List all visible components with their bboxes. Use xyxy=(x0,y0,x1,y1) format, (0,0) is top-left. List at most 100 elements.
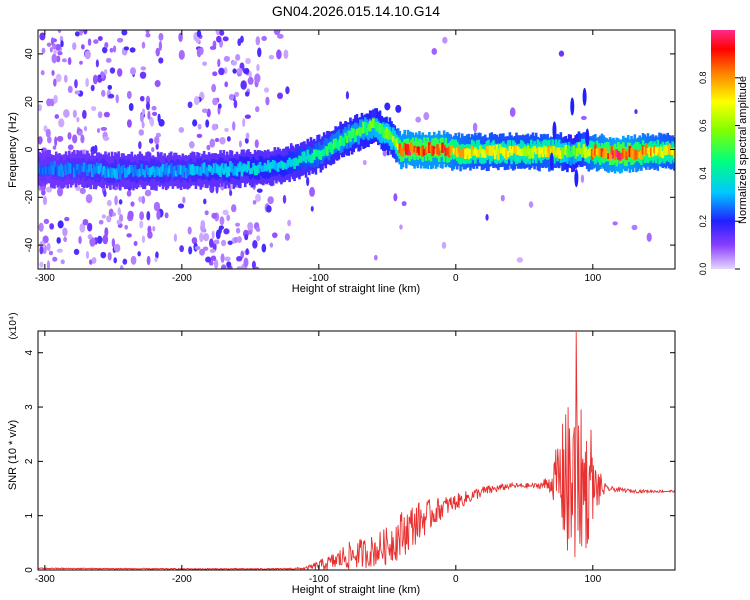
heatmap-cell xyxy=(202,61,207,66)
heatmap-cell xyxy=(38,137,42,145)
heatmap-cell xyxy=(620,152,623,160)
heatmap-cell xyxy=(631,224,638,231)
heatmap-cell xyxy=(39,261,44,268)
heatmap-cell xyxy=(551,146,554,158)
heatmap-cell xyxy=(102,136,110,141)
heatmap-cell xyxy=(447,146,451,158)
x-tick-label: 100 xyxy=(584,273,601,284)
heatmap-cell xyxy=(546,149,549,158)
heatmap-cell xyxy=(559,150,563,159)
heatmap-cell xyxy=(83,30,88,35)
heatmap-cell xyxy=(252,162,255,171)
heatmap-cell xyxy=(63,236,67,243)
heatmap-cell xyxy=(60,259,65,265)
heatmap-cell xyxy=(62,227,68,237)
snr-x-label: Height of straight line (km) xyxy=(292,584,420,596)
heatmap-cell xyxy=(161,164,165,184)
heatmap-cell xyxy=(90,84,95,92)
x-tick-label: -100 xyxy=(309,574,329,585)
heatmap-cell xyxy=(217,103,222,109)
heatmap-cell xyxy=(81,166,84,173)
heatmap-cell xyxy=(255,166,259,176)
heatmap-cell xyxy=(513,145,517,153)
heatmap-cell xyxy=(228,93,235,101)
heatmap-cell xyxy=(133,165,137,173)
heatmap-cell xyxy=(552,121,557,140)
heatmap-cell xyxy=(385,127,388,139)
heatmap-cell xyxy=(68,163,71,175)
snr-x-axis: -300 -200 -100 0 100 xyxy=(35,331,602,585)
heatmap-cell xyxy=(48,250,54,256)
heatmap-cell xyxy=(349,131,352,142)
heatmap-cell xyxy=(120,264,124,269)
heatmap-cell xyxy=(145,32,151,38)
heatmap-cell xyxy=(38,156,42,176)
heatmap-cell xyxy=(526,145,530,155)
heatmap-cell xyxy=(69,163,73,174)
colorbar-tick-label: 0.8 xyxy=(698,72,708,85)
heatmap-cell xyxy=(224,127,229,133)
heatmap-cell xyxy=(191,164,194,176)
heatmap-cell xyxy=(140,163,143,175)
heatmap-cell xyxy=(139,211,145,221)
heatmap-cell xyxy=(53,160,56,172)
heatmap-cell xyxy=(42,235,49,244)
heatmap-cell xyxy=(114,159,117,179)
heatmap-cell xyxy=(212,97,219,106)
heatmap-cell xyxy=(215,164,219,174)
heatmap-cell xyxy=(179,245,184,253)
heatmap-cell xyxy=(209,166,213,173)
heatmap-cell xyxy=(263,162,267,172)
heatmap-cell xyxy=(390,130,393,150)
heatmap-cell xyxy=(299,156,303,163)
heatmap-cell xyxy=(462,147,466,159)
heatmap-cell xyxy=(73,248,80,256)
heatmap-cell xyxy=(148,168,152,177)
heatmap-cell xyxy=(659,146,663,157)
heatmap-cell xyxy=(252,240,258,249)
heatmap-cell xyxy=(237,38,242,47)
heatmap-cell xyxy=(625,151,628,161)
heatmap-cell xyxy=(51,165,55,175)
heatmap-cell xyxy=(225,166,229,178)
heatmap-cell xyxy=(97,36,103,41)
heatmap-cell xyxy=(211,230,215,240)
heatmap-cell xyxy=(595,148,599,156)
heatmap-cell xyxy=(419,147,423,156)
heatmap-cell xyxy=(183,165,186,173)
heatmap-cell xyxy=(270,161,273,169)
heatmap-cell xyxy=(84,164,88,173)
heatmap-cell xyxy=(506,151,510,158)
heatmap-cell xyxy=(439,144,443,151)
heatmap-cell xyxy=(140,66,147,71)
heatmap-cell xyxy=(415,116,422,123)
heatmap-cell xyxy=(314,149,318,157)
heatmap-cell xyxy=(118,199,123,205)
heatmap-cell xyxy=(203,198,207,205)
heatmap-cell xyxy=(55,43,62,51)
heatmap-cell xyxy=(96,235,103,245)
heatmap-cell xyxy=(236,236,242,244)
heatmap-cell xyxy=(469,148,472,159)
heatmap-cell xyxy=(137,251,141,257)
heatmap-cell xyxy=(141,121,145,129)
heatmap-cell xyxy=(393,193,398,202)
heatmap-cell xyxy=(151,147,155,153)
heatmap-cell xyxy=(211,123,218,131)
heatmap-cell xyxy=(243,257,249,268)
heatmap-cell xyxy=(525,148,528,157)
heatmap-cell xyxy=(649,147,653,157)
heatmap-cell xyxy=(117,207,121,216)
heatmap-cell xyxy=(253,165,257,176)
colorbar: 0.0 0.2 0.4 0.6 0.8 Normalized spectral ampl… xyxy=(698,30,749,275)
heatmap-cell xyxy=(91,106,97,112)
heatmap-cell xyxy=(585,128,590,147)
heatmap-cell xyxy=(158,168,162,177)
heatmap-cell xyxy=(132,166,135,177)
heatmap-cell xyxy=(112,45,117,53)
heatmap-cell xyxy=(664,145,668,156)
heatmap-cell xyxy=(53,78,57,87)
heatmap-cell xyxy=(390,133,393,140)
heatmap-cell xyxy=(416,146,420,153)
heatmap-cell xyxy=(232,158,236,178)
